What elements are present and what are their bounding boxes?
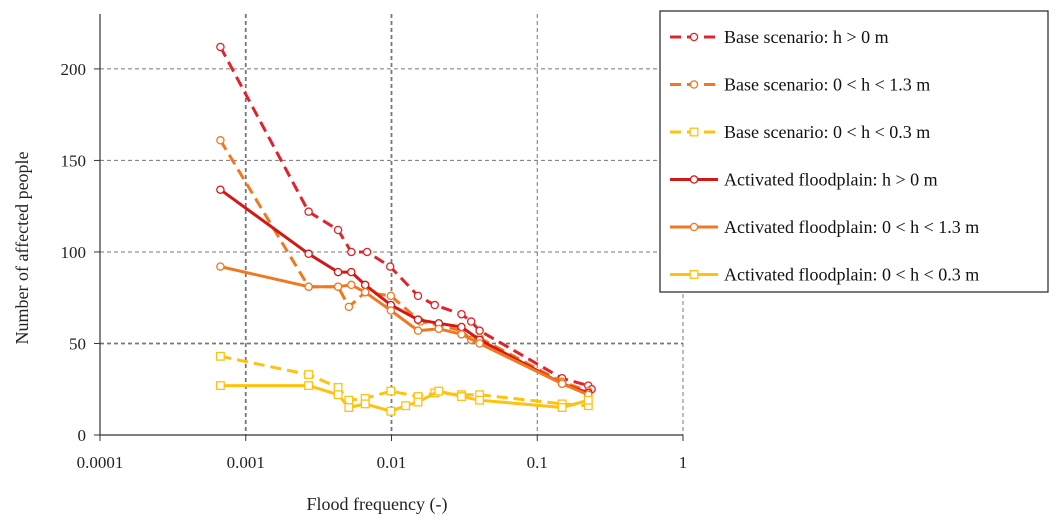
legend-label: Activated floodplain: 0 < h < 0.3 m <box>724 265 979 285</box>
data-point <box>360 280 370 290</box>
data-point <box>413 397 423 407</box>
legend-swatch-marker <box>689 80 699 89</box>
data-point <box>304 381 314 391</box>
data-point <box>475 339 484 348</box>
legend-item-3: Base scenario: 0 < h < 0.3 m <box>670 122 930 142</box>
data-point <box>413 315 423 324</box>
series-line <box>219 46 593 391</box>
legend-item-6: Activated floodplain: 0 < h < 0.3 m <box>670 265 979 285</box>
series-line <box>219 188 589 395</box>
series-6 <box>215 381 593 416</box>
data-point <box>216 42 225 52</box>
legend-swatch-marker <box>689 32 699 42</box>
series-1 <box>216 42 596 394</box>
data-point <box>457 330 466 339</box>
data-point <box>333 382 343 392</box>
data-point <box>475 326 484 335</box>
series-2 <box>216 136 593 396</box>
y-tick-label: 200 <box>61 60 87 79</box>
x-axis-title: Flood frequency (-) <box>307 494 448 515</box>
data-point <box>347 280 356 290</box>
data-point <box>434 386 444 396</box>
series-line <box>220 354 589 408</box>
data-point <box>304 249 313 259</box>
data-point <box>457 322 466 332</box>
legend-item-1: Base scenario: h > 0 m <box>670 27 889 47</box>
data-point <box>360 287 370 297</box>
ticks-layer: 0.0001 0.001 0.01 0.1 1 0 50 100 150 200 <box>61 60 688 472</box>
data-point <box>216 262 225 271</box>
x-tick-label: 0.001 <box>227 453 265 472</box>
data-point <box>362 247 372 257</box>
legend-box <box>659 10 1049 293</box>
legend-item-2: Base scenario: 0 < h < 1.3 m <box>670 75 930 95</box>
data-point <box>557 379 567 388</box>
data-point <box>347 267 356 277</box>
legend-item-4: Activated floodplain: h > 0 m <box>670 170 938 190</box>
data-point <box>333 390 343 400</box>
x-tick-label: 1 <box>679 453 688 472</box>
data-point <box>385 262 395 271</box>
data-point <box>347 247 356 257</box>
data-point <box>333 225 343 235</box>
legend-label: Base scenario: h > 0 m <box>724 27 889 47</box>
data-point <box>413 291 423 301</box>
legend-swatch-marker <box>689 270 699 279</box>
series-5 <box>216 262 593 399</box>
data-point <box>344 403 354 412</box>
data-point <box>333 267 343 277</box>
legend-label: Base scenario: 0 < h < 0.3 m <box>724 122 930 142</box>
grid-layer <box>100 14 684 435</box>
legend: Base scenario: h > 0 m Base scenario: 0 <… <box>659 10 1049 293</box>
data-point <box>434 324 444 334</box>
data-point <box>304 207 313 216</box>
x-tick-label: 0.0001 <box>77 453 124 472</box>
data-point <box>344 302 354 312</box>
data-point <box>457 392 466 402</box>
data-point <box>215 381 225 391</box>
data-point <box>304 370 314 380</box>
y-axis-title: Number of affected people <box>12 151 32 344</box>
data-point <box>557 403 567 412</box>
data-point <box>386 406 396 416</box>
series-layer <box>215 42 596 416</box>
legend-swatch-marker <box>689 175 699 184</box>
data-point <box>475 395 485 405</box>
data-point <box>386 386 396 396</box>
series-3 <box>215 351 593 411</box>
legend-label: Activated floodplain: h > 0 m <box>724 170 938 190</box>
data-point <box>216 136 225 145</box>
series-line <box>219 139 589 393</box>
data-point <box>216 185 225 194</box>
data-point <box>466 317 476 326</box>
data-point <box>360 399 370 409</box>
data-point <box>333 282 343 291</box>
legend-label: Base scenario: 0 < h < 1.3 m <box>724 75 930 95</box>
legend-swatch-marker <box>689 127 699 137</box>
data-point <box>304 282 313 291</box>
series-line <box>220 265 589 397</box>
x-tick-label: 0.01 <box>377 453 407 472</box>
legend-item-5: Activated floodplain: 0 < h < 1.3 m <box>670 217 979 237</box>
data-point <box>413 326 423 335</box>
x-tick-label: 0.1 <box>527 453 548 472</box>
y-tick-label: 100 <box>61 243 87 262</box>
data-point <box>401 401 411 411</box>
data-point <box>386 291 396 301</box>
data-point <box>430 300 439 310</box>
legend-label: Activated floodplain: 0 < h < 1.3 m <box>724 217 979 237</box>
data-point <box>386 306 396 315</box>
data-point <box>583 395 593 405</box>
legend-swatch-marker <box>689 222 699 232</box>
y-tick-label: 50 <box>69 334 86 353</box>
y-tick-label: 150 <box>61 151 87 170</box>
data-point <box>457 309 466 319</box>
y-tick-label: 0 <box>78 426 87 445</box>
series-4 <box>216 185 593 398</box>
data-point <box>215 351 225 361</box>
